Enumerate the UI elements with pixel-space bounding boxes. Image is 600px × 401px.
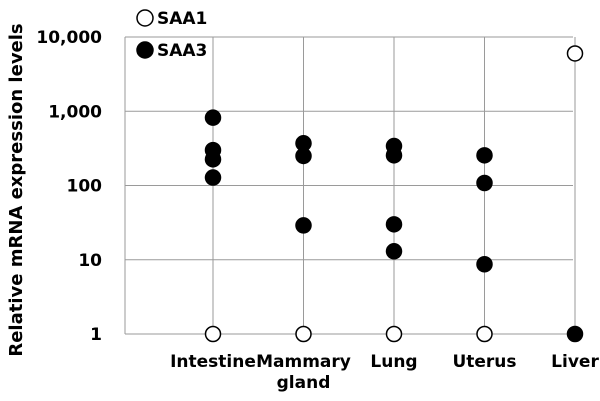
y-tick-labels: 1 10 100 1,000 10,000 [36,28,102,345]
y-tick-label: 10,000 [36,28,102,48]
saa3-point [385,216,403,233]
saa1-point [295,325,312,343]
saa3-point [566,325,584,343]
y-axis-title: Relative mRNA expression levels [6,23,27,356]
saa3-point [385,147,403,164]
gridlines [124,36,576,335]
x-category-label: Uterus [452,352,516,372]
y-tick-label: 10 [78,251,102,271]
y-tick-label: 1,000 [48,102,102,122]
legend-marker [136,9,154,27]
legend-marker [136,41,154,59]
saa1-point [566,45,584,62]
saa3-point [295,217,312,234]
saa3-point [295,147,312,165]
saa1-point [476,325,493,343]
saa3-point [204,109,222,126]
saa1-point [385,325,403,343]
saa3-point [476,174,493,192]
saa3-point [204,151,222,168]
y-tick-label: 100 [67,177,103,197]
legend-label: SAA1 [157,9,207,29]
data-points [204,45,584,343]
x-category-label: Mammary [256,352,351,372]
legend-label: SAA3 [157,41,207,61]
x-category-label: gland [277,373,331,393]
saa1-point [204,325,222,343]
saa3-point [476,147,493,164]
saa3-point [204,169,222,186]
x-category-label: Intestine [170,352,256,372]
legend: SAA1 SAA3 [136,9,207,61]
x-category-label: Lung [370,352,417,372]
x-category-label: Liver [551,352,599,372]
y-tick-label: 1 [90,325,102,345]
saa3-point [476,255,493,273]
saa3-point [385,243,403,260]
